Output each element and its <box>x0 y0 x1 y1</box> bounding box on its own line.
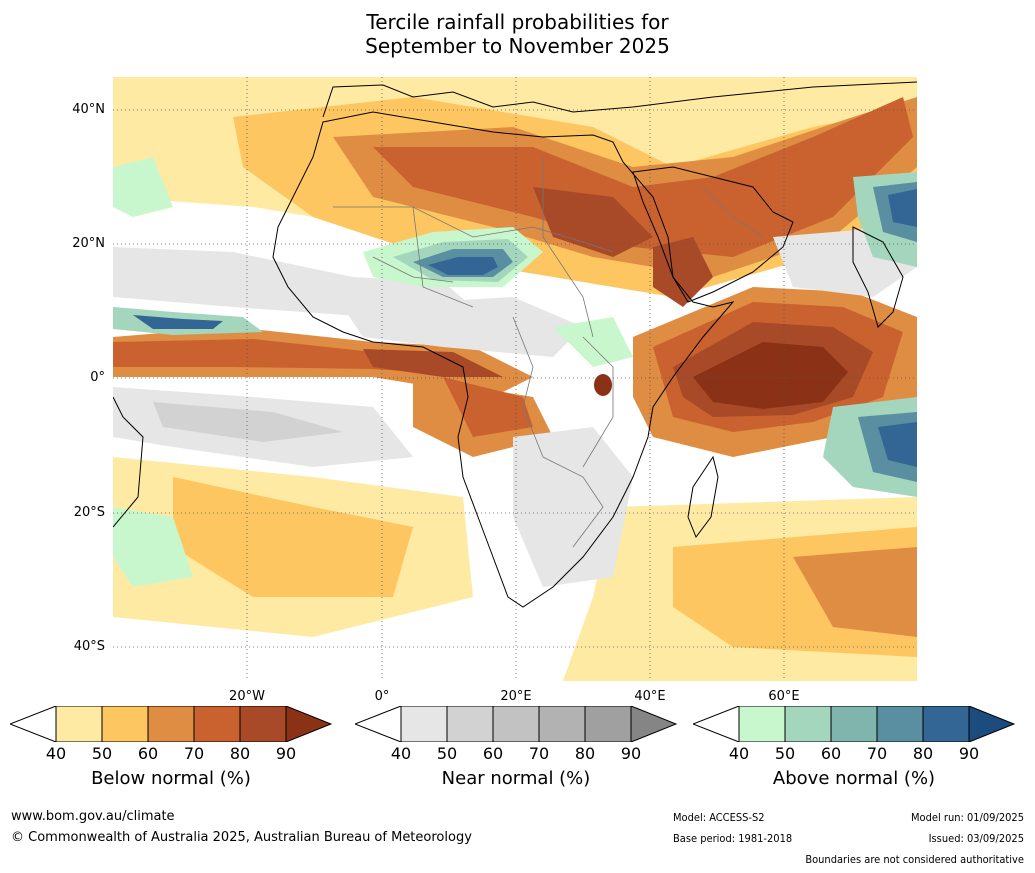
model-run-date: Model run: 01/09/2025 <box>911 811 1024 824</box>
above-normal-title: Above normal (%) <box>772 768 936 789</box>
above-swatch-under <box>693 706 740 742</box>
copyright-text: © Commonwealth of Australia 2025, Austra… <box>11 830 472 845</box>
near-tick-50: 50 <box>436 744 458 763</box>
lat-label-equator: 0° <box>90 370 105 385</box>
below-swatch-60 <box>147 706 195 742</box>
probability-map <box>113 77 917 681</box>
near-swatch-60 <box>492 706 540 742</box>
website-link[interactable]: www.bom.gov.au/climate <box>11 809 175 824</box>
lon-label-20e: 20°E <box>500 689 532 704</box>
near-tick-90: 90 <box>620 744 642 763</box>
map-gridlines <box>113 77 917 681</box>
above-tick-60: 60 <box>820 744 842 763</box>
below-tick-60: 60 <box>137 744 159 763</box>
above-tick-50: 50 <box>774 744 796 763</box>
above-tick-70: 70 <box>866 744 888 763</box>
below-normal-colorbar <box>10 706 332 742</box>
above-normal-regions <box>113 157 917 587</box>
below-swatch-70 <box>193 706 241 742</box>
below-tick-80: 80 <box>229 744 251 763</box>
country-borders <box>333 157 764 548</box>
madagascar-coastline <box>687 455 719 539</box>
near-tick-70: 70 <box>528 744 550 763</box>
above-swatch-50 <box>784 706 832 742</box>
above-swatch-40 <box>738 706 786 742</box>
near-swatch-under <box>355 706 402 742</box>
coastlines <box>113 81 917 608</box>
near-normal-colorbar <box>355 706 677 742</box>
above-swatch-60 <box>830 706 878 742</box>
lat-label-40s: 40°S <box>73 639 105 654</box>
title-line-2: September to November 2025 <box>365 34 670 58</box>
lat-label-40n: 40°N <box>72 102 105 117</box>
near-swatch-50 <box>446 706 494 742</box>
near-swatch-over <box>630 706 677 742</box>
africa-coastline <box>272 111 735 608</box>
arabia-coastline <box>632 166 794 303</box>
near-swatch-40 <box>400 706 448 742</box>
below-swatch-40 <box>55 706 103 742</box>
above-tick-80: 80 <box>912 744 934 763</box>
near-swatch-80 <box>584 706 632 742</box>
below-swatch-80 <box>239 706 287 742</box>
below-tick-70: 70 <box>183 744 205 763</box>
below-swatch-over <box>285 706 332 742</box>
near-swatch-70 <box>538 706 586 742</box>
boundaries-disclaimer: Boundaries are not considered authoritat… <box>805 853 1024 866</box>
near-tick-40: 40 <box>390 744 412 763</box>
above-swatch-70 <box>876 706 924 742</box>
above-swatch-80 <box>922 706 970 742</box>
above-normal-colorbar <box>693 706 1015 742</box>
lon-label-0: 0° <box>374 689 390 704</box>
below-swatch-under <box>10 706 57 742</box>
lat-label-20s: 20°S <box>73 505 105 520</box>
title-line-1: Tercile rainfall probabilities for <box>366 10 669 34</box>
below-swatch-50 <box>101 706 149 742</box>
above-tick-90: 90 <box>958 744 980 763</box>
above-tick-40: 40 <box>728 744 750 763</box>
south-america-coastline <box>113 396 144 528</box>
lat-label-20n: 20°N <box>72 236 105 251</box>
below-normal-regions <box>113 77 917 681</box>
issued-date: Issued: 03/09/2025 <box>928 832 1024 845</box>
lon-label-40e: 40°E <box>634 689 666 704</box>
model-name: Model: ACCESS-S2 <box>673 811 765 824</box>
below-tick-50: 50 <box>91 744 113 763</box>
lon-label-60e: 60°E <box>768 689 800 704</box>
lon-label-20w: 20°W <box>229 689 265 704</box>
near-normal-title: Near normal (%) <box>441 768 591 789</box>
base-period: Base period: 1981-2018 <box>673 832 793 845</box>
below-normal-title: Below normal (%) <box>91 768 251 789</box>
below-tick-90: 90 <box>275 744 297 763</box>
near-tick-60: 60 <box>482 744 504 763</box>
near-tick-80: 80 <box>574 744 596 763</box>
below-tick-40: 40 <box>45 744 67 763</box>
india-coastline <box>852 226 904 328</box>
map-title: Tercile rainfall probabilities for Septe… <box>0 10 1035 58</box>
above-swatch-over <box>968 706 1015 742</box>
europe-coastline <box>322 81 917 118</box>
